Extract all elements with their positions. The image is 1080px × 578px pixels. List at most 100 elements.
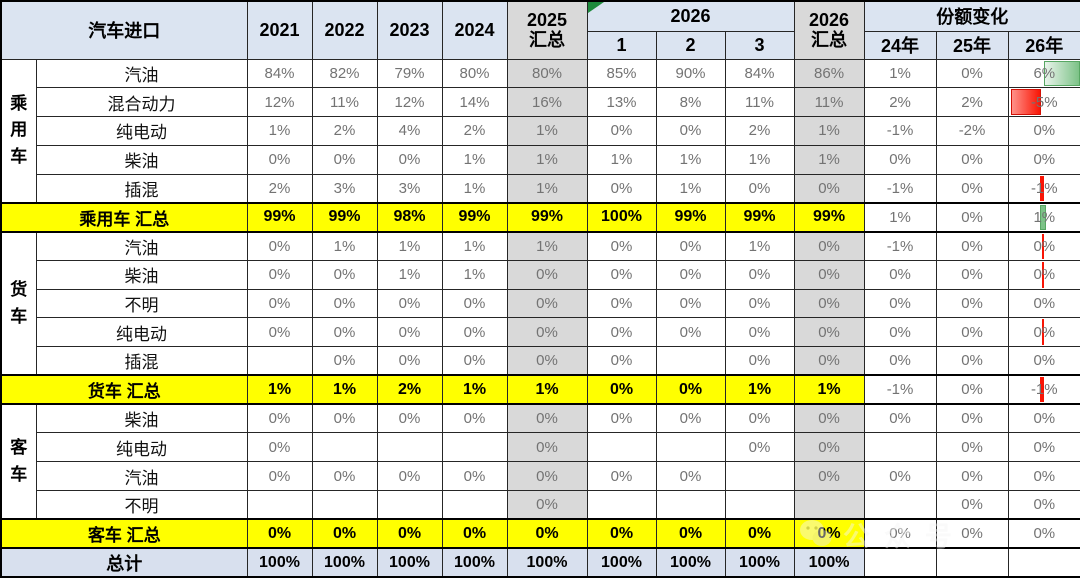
cell-value[interactable]: 1% — [793, 144, 865, 175]
cell-value[interactable]: 1% — [724, 374, 795, 406]
cell-value[interactable]: -1% — [1007, 173, 1080, 204]
cell-value[interactable]: 84% — [246, 58, 313, 89]
cell-value[interactable]: 0% — [655, 259, 726, 290]
cell-value[interactable]: 0% — [311, 518, 378, 550]
cell-value[interactable] — [863, 432, 937, 463]
cell-value[interactable]: 0% — [376, 144, 443, 175]
cell-value[interactable] — [586, 432, 657, 463]
cell-value[interactable]: 0% — [935, 144, 1009, 175]
cell-value[interactable]: 0% — [1007, 461, 1080, 491]
cell-value[interactable]: 100% — [793, 547, 865, 578]
summary-row-label[interactable]: 乘用车 汇总 — [0, 201, 248, 233]
cell-value[interactable]: 0% — [724, 346, 795, 376]
cell-value[interactable]: 0% — [655, 518, 726, 550]
row-label[interactable]: 柴油 — [35, 259, 248, 290]
row-label[interactable]: 插混 — [35, 346, 248, 376]
cell-value[interactable]: 0% — [586, 116, 657, 146]
cell-value[interactable]: 2% — [724, 116, 795, 146]
cell-value[interactable]: 0% — [246, 317, 313, 348]
cell-value[interactable]: 0% — [376, 288, 443, 319]
cell-value[interactable]: 80% — [506, 58, 588, 89]
cell-value[interactable]: 6% — [1007, 58, 1080, 89]
cell-value[interactable]: 0% — [506, 346, 588, 376]
cell-value[interactable]: 1% — [311, 374, 378, 406]
cell-value[interactable]: 0% — [311, 317, 378, 348]
cell-value[interactable]: 0% — [935, 374, 1009, 406]
cell-value[interactable]: 0% — [863, 461, 937, 491]
cell-value[interactable]: 1% — [506, 231, 588, 261]
col-header-2021[interactable]: 2021 — [246, 0, 313, 60]
cell-value[interactable]: 100% — [311, 547, 378, 578]
col-header-month-2[interactable]: 2 — [655, 30, 726, 60]
cell-value[interactable]: 100% — [246, 547, 313, 578]
cell-value[interactable]: 0% — [935, 173, 1009, 204]
cell-value[interactable]: 0% — [1007, 231, 1080, 261]
cell-value[interactable]: 0% — [311, 403, 378, 434]
cell-value[interactable]: 0% — [506, 317, 588, 348]
cell-value[interactable]: 8% — [655, 87, 726, 118]
cell-value[interactable]: 0% — [246, 231, 313, 261]
cell-value[interactable] — [655, 346, 726, 376]
cell-value[interactable]: 100% — [724, 547, 795, 578]
cell-value[interactable]: 0% — [793, 173, 865, 204]
cell-value[interactable]: 0% — [246, 461, 313, 491]
row-label[interactable]: 纯电动 — [35, 116, 248, 146]
cell-value[interactable]: 0% — [441, 346, 508, 376]
cell-value[interactable]: 0% — [586, 346, 657, 376]
cell-value[interactable]: 0% — [586, 173, 657, 204]
cell-value[interactable]: 0% — [1007, 346, 1080, 376]
cell-value[interactable]: 99% — [793, 201, 865, 233]
cell-value[interactable]: 1% — [441, 231, 508, 261]
cell-value[interactable]: 0% — [793, 288, 865, 319]
cell-value[interactable]: 1% — [311, 231, 378, 261]
cell-value[interactable]: 0% — [724, 518, 795, 550]
cell-value[interactable]: 0% — [506, 489, 588, 520]
cell-value[interactable]: 3% — [311, 173, 378, 204]
row-label[interactable]: 纯电动 — [35, 432, 248, 463]
cell-value[interactable]: 1% — [586, 144, 657, 175]
cell-value[interactable]: 1% — [724, 231, 795, 261]
cell-value[interactable]: 0% — [655, 317, 726, 348]
cell-value[interactable]: 0% — [311, 144, 378, 175]
cell-value[interactable]: 0% — [1007, 317, 1080, 348]
cell-value[interactable]: 100% — [376, 547, 443, 578]
cell-value[interactable]: -1% — [863, 231, 937, 261]
cell-value[interactable]: 2% — [441, 116, 508, 146]
col-header-2026-group[interactable]: 2026 — [586, 0, 795, 32]
cell-value[interactable] — [376, 489, 443, 520]
cell-value[interactable]: 0% — [441, 403, 508, 434]
cell-value[interactable]: -1% — [1007, 374, 1080, 406]
row-label[interactable]: 混合动力 — [35, 87, 248, 118]
cell-value[interactable]: 0% — [586, 374, 657, 406]
cell-value[interactable]: 0% — [586, 259, 657, 290]
cell-value[interactable]: 99% — [441, 201, 508, 233]
cell-value[interactable]: 0% — [724, 288, 795, 319]
cell-value[interactable]: 100% — [655, 547, 726, 578]
cell-value[interactable]: 1% — [376, 231, 443, 261]
cell-value[interactable]: 1% — [246, 116, 313, 146]
cell-value[interactable] — [863, 547, 937, 578]
cell-value[interactable]: 0% — [724, 259, 795, 290]
cell-value[interactable]: 80% — [441, 58, 508, 89]
cell-value[interactable] — [441, 489, 508, 520]
row-label[interactable]: 不明 — [35, 288, 248, 319]
cell-value[interactable]: 0% — [1007, 518, 1080, 550]
cell-value[interactable]: 0% — [1007, 144, 1080, 175]
cell-value[interactable]: 1% — [376, 259, 443, 290]
cell-value[interactable]: 1% — [246, 374, 313, 406]
cell-value[interactable]: 1% — [1007, 201, 1080, 233]
cell-value[interactable]: 14% — [441, 87, 508, 118]
cell-value[interactable]: 0% — [246, 518, 313, 550]
cell-value[interactable]: 0% — [724, 432, 795, 463]
cell-value[interactable]: 0% — [506, 288, 588, 319]
group-label[interactable]: 货车 — [0, 231, 37, 376]
cell-value[interactable]: 0% — [724, 173, 795, 204]
row-label[interactable]: 汽油 — [35, 231, 248, 261]
cell-value[interactable]: 0% — [863, 317, 937, 348]
cell-value[interactable]: 0% — [655, 461, 726, 491]
cell-value[interactable]: 0% — [376, 403, 443, 434]
cell-value[interactable]: 0% — [311, 259, 378, 290]
cell-value[interactable]: 1% — [863, 201, 937, 233]
cell-value[interactable]: 0% — [506, 432, 588, 463]
cell-value[interactable]: 13% — [586, 87, 657, 118]
